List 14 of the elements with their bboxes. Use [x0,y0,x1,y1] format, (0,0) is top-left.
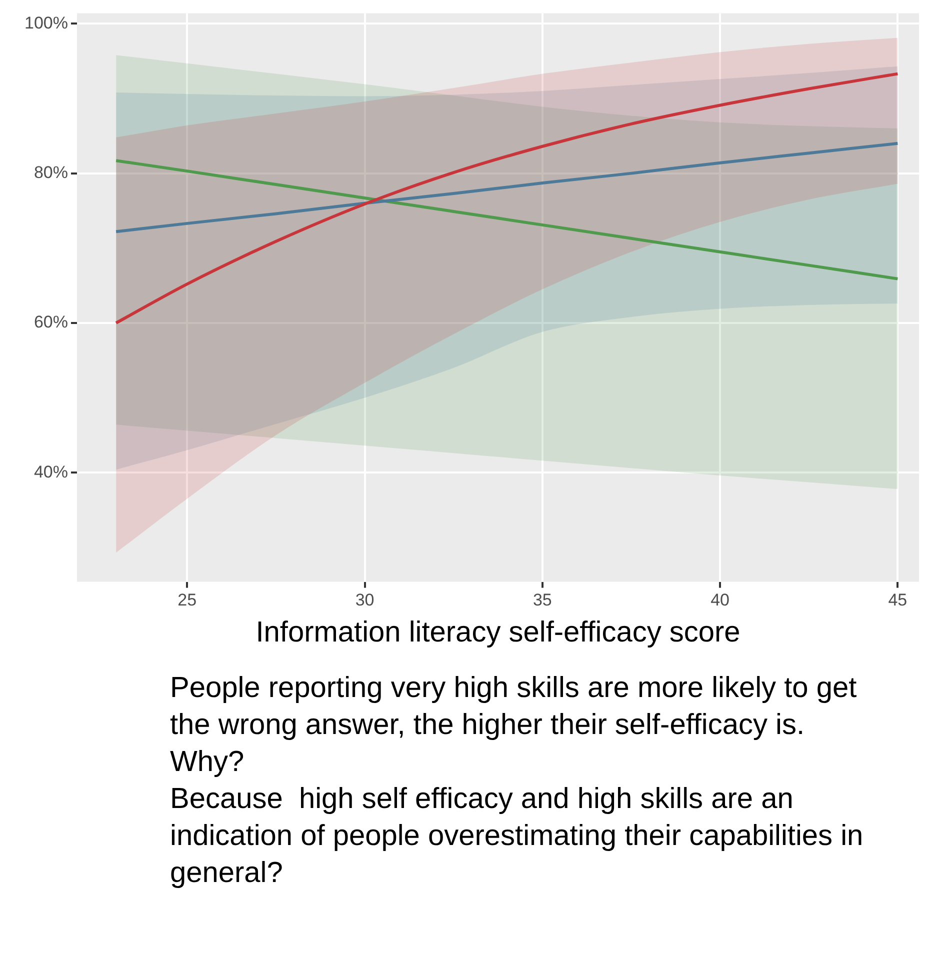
y-tick-label: 80% [34,162,68,182]
text: People reporting very high skills are more likely to get the wrong answer, the higher their self-efficacy is. Why? Because high self efficacy and high skills are an indication of people overestimating their capabilities in general? [150,660,880,902]
x-axis-title: Information literacy self-efficacy score [256,616,740,649]
line-series [114,159,900,280]
x-tick-label: 30 [355,590,374,610]
x-tick-label: 45 [888,590,908,610]
line-series [114,72,900,324]
line-series [114,142,900,234]
x-tick-label: 35 [532,590,552,610]
x-tick-label: 40 [710,590,730,610]
y-tick-label: 60% [34,312,68,332]
y-tick-label: 40% [34,462,68,482]
y-tick-label: 100% [24,13,68,32]
x-tick-label: 25 [178,590,197,610]
